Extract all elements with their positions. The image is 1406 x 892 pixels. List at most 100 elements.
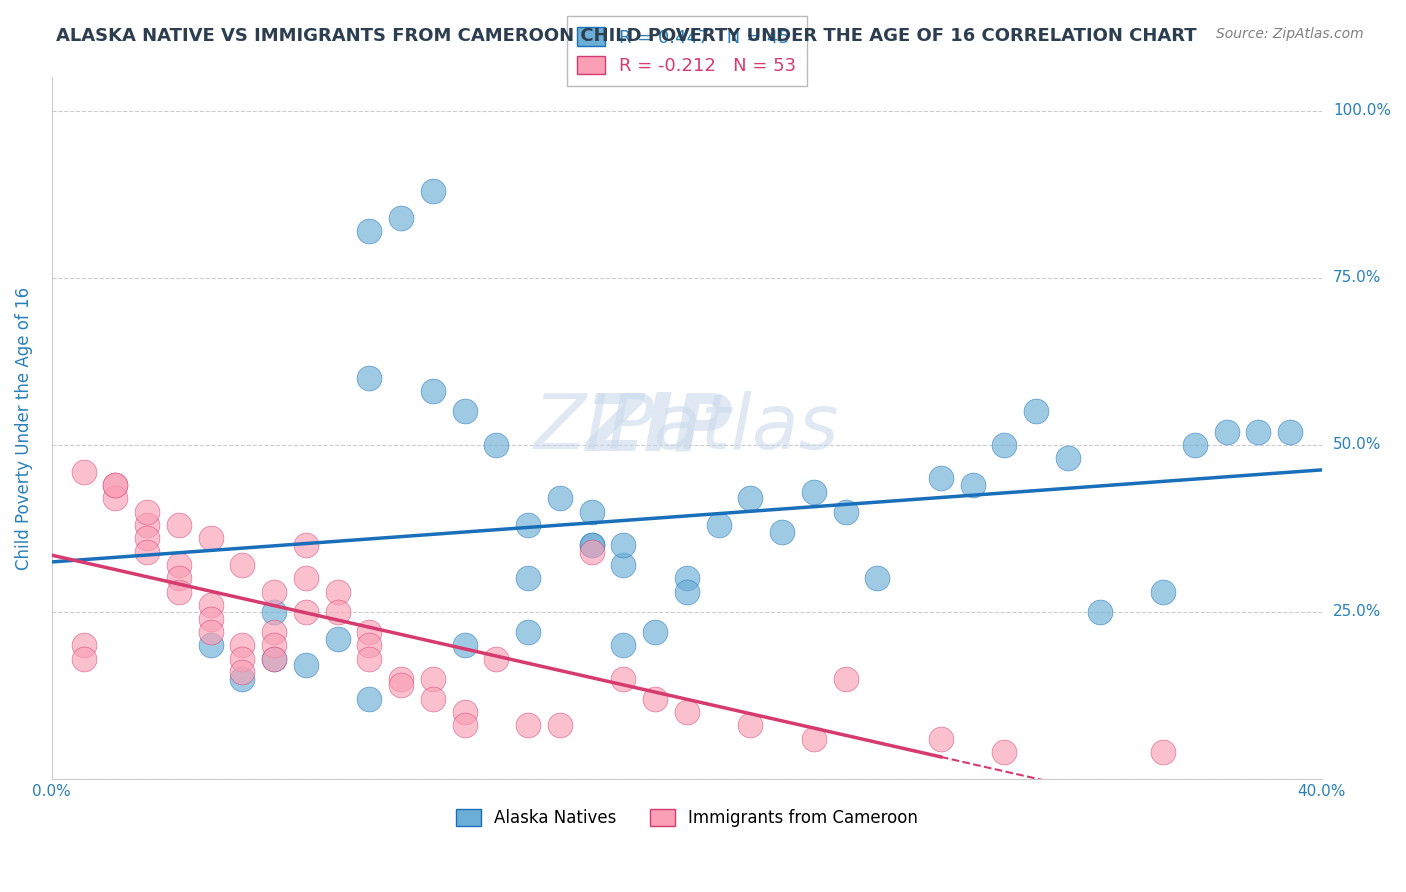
Point xyxy=(485,651,508,665)
Point xyxy=(1279,425,1302,439)
Point xyxy=(359,371,381,385)
Point xyxy=(1247,425,1270,439)
Point xyxy=(929,731,952,746)
Point xyxy=(740,718,762,732)
Point xyxy=(548,491,571,506)
Y-axis label: Child Poverty Under the Age of 16: Child Poverty Under the Age of 16 xyxy=(15,286,32,570)
Point xyxy=(548,718,571,732)
Point xyxy=(422,384,444,399)
Point xyxy=(326,585,349,599)
Point xyxy=(485,438,508,452)
Legend: Alaska Natives, Immigrants from Cameroon: Alaska Natives, Immigrants from Cameroon xyxy=(449,802,925,834)
Point xyxy=(1215,425,1237,439)
Point xyxy=(231,558,253,573)
Point xyxy=(612,558,634,573)
Point xyxy=(1088,605,1111,619)
Text: 100.0%: 100.0% xyxy=(1333,103,1391,119)
Point xyxy=(104,491,127,506)
Point xyxy=(834,505,856,519)
Point xyxy=(72,465,94,479)
Point xyxy=(263,651,285,665)
Point xyxy=(707,518,730,533)
Point xyxy=(263,638,285,652)
Point xyxy=(422,691,444,706)
Point xyxy=(200,624,222,639)
Point xyxy=(675,705,697,719)
Point xyxy=(581,538,603,552)
Point xyxy=(167,558,190,573)
Point xyxy=(612,638,634,652)
Point xyxy=(453,705,475,719)
Point xyxy=(200,532,222,546)
Point xyxy=(294,572,316,586)
Text: 50.0%: 50.0% xyxy=(1333,437,1381,452)
Text: 25.0%: 25.0% xyxy=(1333,605,1381,619)
Point xyxy=(294,538,316,552)
Point xyxy=(803,484,825,499)
Point xyxy=(389,678,412,692)
Point xyxy=(866,572,889,586)
Point xyxy=(263,651,285,665)
Point xyxy=(422,672,444,686)
Point xyxy=(581,545,603,559)
Point xyxy=(1152,745,1174,759)
Point xyxy=(929,471,952,485)
Point xyxy=(453,404,475,418)
Point xyxy=(200,638,222,652)
Point xyxy=(359,224,381,238)
Point xyxy=(834,672,856,686)
Point xyxy=(389,211,412,225)
Point xyxy=(294,605,316,619)
Text: ZIP: ZIP xyxy=(585,389,733,467)
Point xyxy=(200,598,222,612)
Point xyxy=(581,538,603,552)
Point xyxy=(993,438,1015,452)
Point xyxy=(803,731,825,746)
Point xyxy=(517,624,540,639)
Point xyxy=(359,691,381,706)
Point xyxy=(517,518,540,533)
Point xyxy=(136,545,159,559)
Point xyxy=(104,478,127,492)
Point xyxy=(359,638,381,652)
Point xyxy=(453,638,475,652)
Point xyxy=(1184,438,1206,452)
Point xyxy=(359,651,381,665)
Text: ALASKA NATIVE VS IMMIGRANTS FROM CAMEROON CHILD POVERTY UNDER THE AGE OF 16 CORR: ALASKA NATIVE VS IMMIGRANTS FROM CAMEROO… xyxy=(56,27,1197,45)
Point xyxy=(200,611,222,625)
Point xyxy=(740,491,762,506)
Point xyxy=(136,505,159,519)
Text: ZIPatlas: ZIPatlas xyxy=(534,392,839,466)
Point xyxy=(263,605,285,619)
Text: Source: ZipAtlas.com: Source: ZipAtlas.com xyxy=(1216,27,1364,41)
Point xyxy=(517,572,540,586)
Point xyxy=(962,478,984,492)
Point xyxy=(167,585,190,599)
Point xyxy=(581,505,603,519)
Point xyxy=(993,745,1015,759)
Point xyxy=(1025,404,1047,418)
Point xyxy=(326,632,349,646)
Point xyxy=(517,718,540,732)
Point xyxy=(136,532,159,546)
Point xyxy=(167,572,190,586)
Point xyxy=(389,672,412,686)
Point xyxy=(104,478,127,492)
Point xyxy=(612,538,634,552)
Point xyxy=(231,665,253,679)
Point xyxy=(1152,585,1174,599)
Point xyxy=(675,585,697,599)
Point xyxy=(231,672,253,686)
Point xyxy=(770,524,793,539)
Point xyxy=(612,672,634,686)
Point xyxy=(675,572,697,586)
Point xyxy=(294,658,316,673)
Point xyxy=(263,624,285,639)
Point xyxy=(263,585,285,599)
Point xyxy=(644,624,666,639)
Point xyxy=(326,605,349,619)
Point xyxy=(167,518,190,533)
Point xyxy=(1057,451,1080,466)
Point xyxy=(644,691,666,706)
Point xyxy=(231,651,253,665)
